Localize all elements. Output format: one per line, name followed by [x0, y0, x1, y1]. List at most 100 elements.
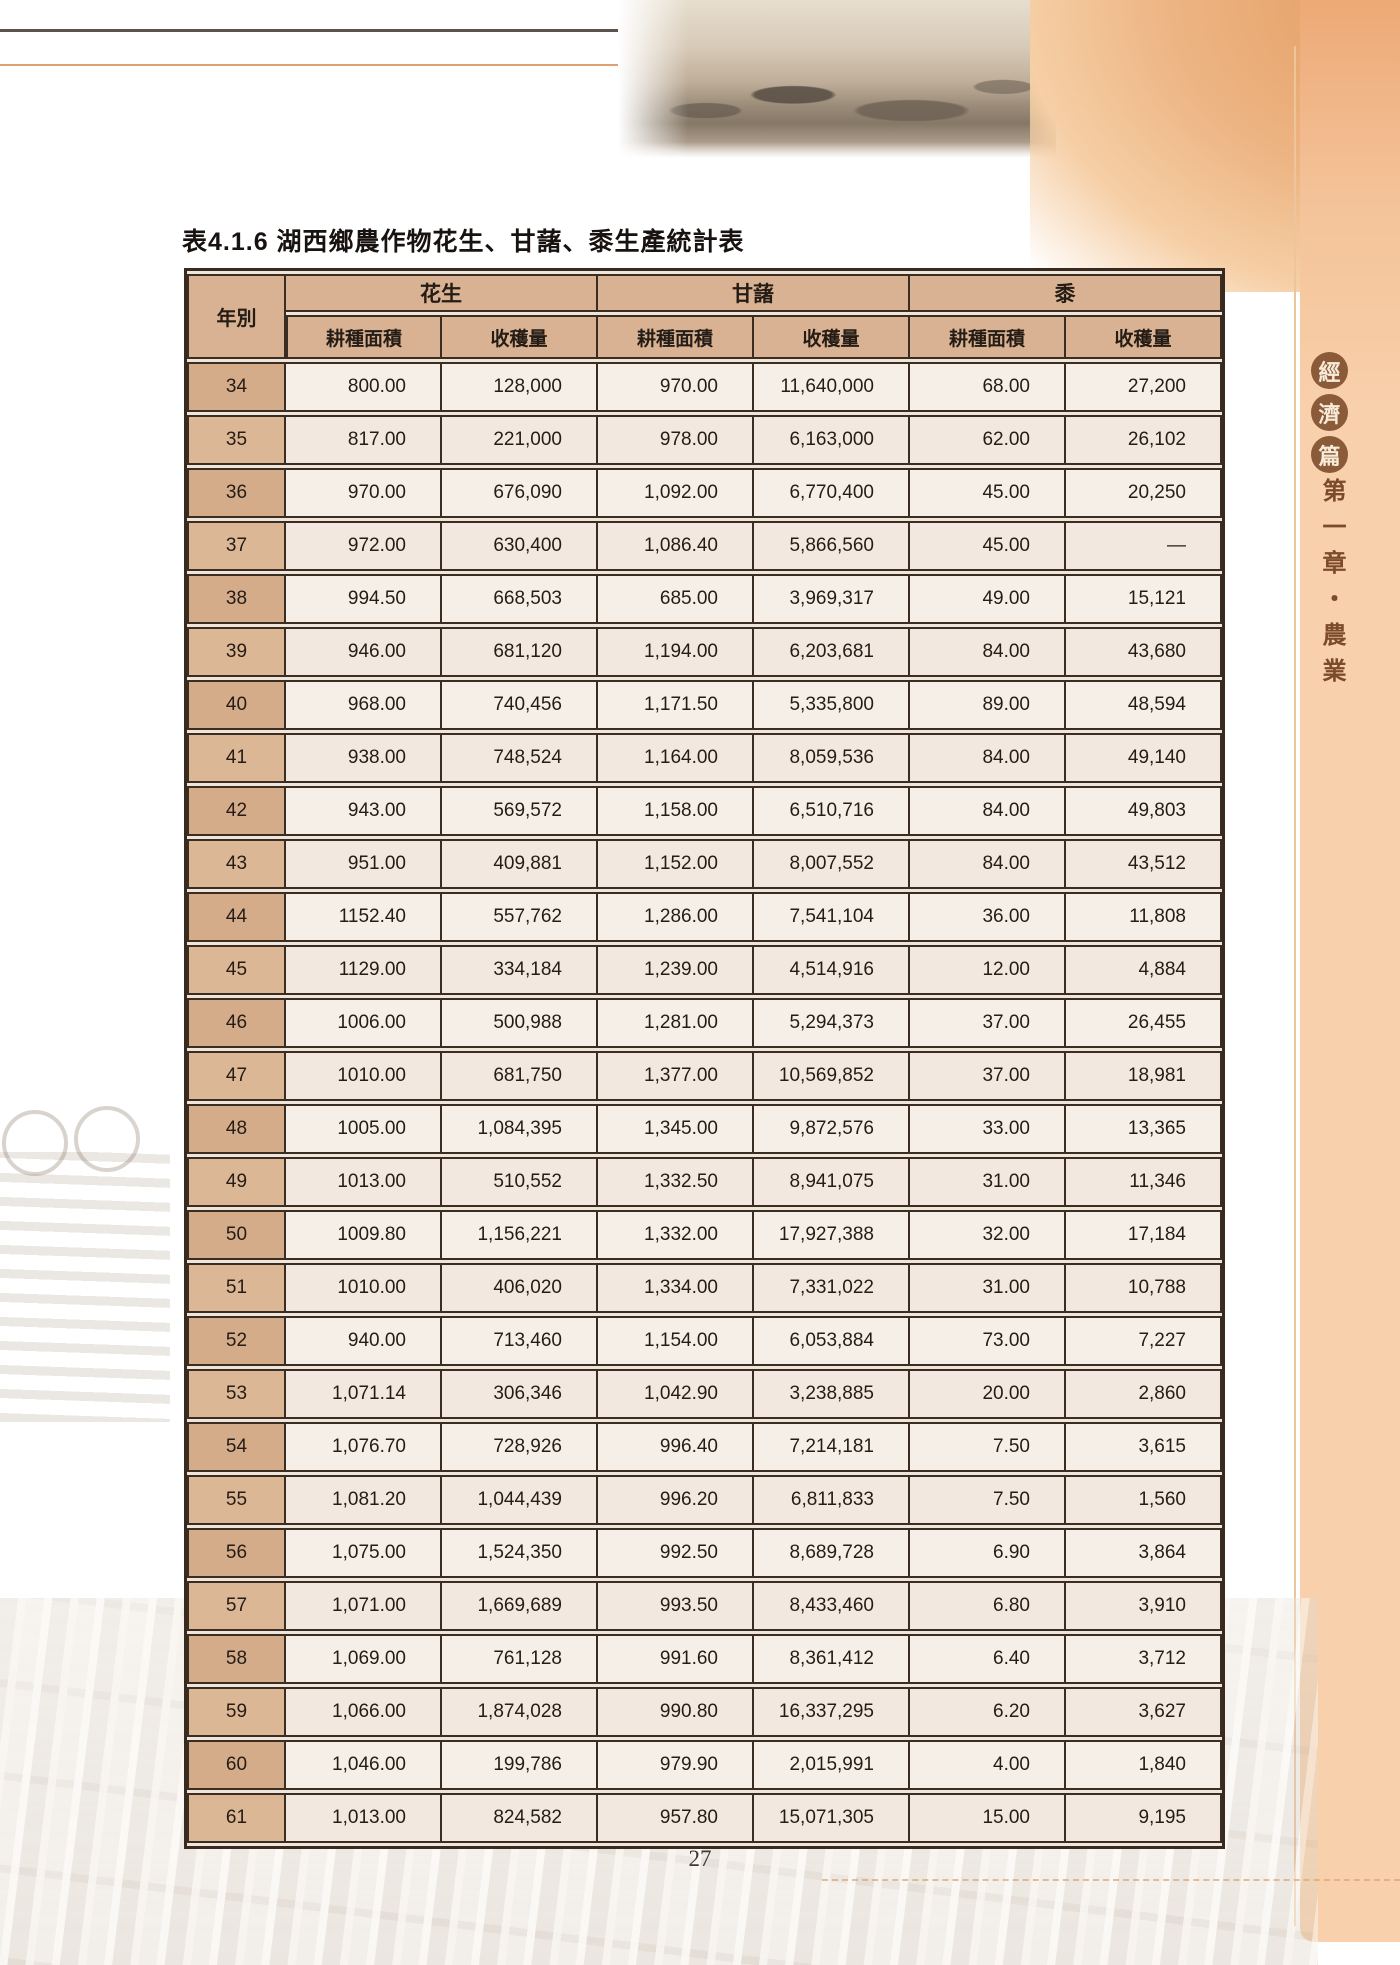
value-cell: 996.20: [598, 1475, 754, 1525]
value-cell: 3,615: [1066, 1422, 1222, 1472]
value-cell: 1010.00: [286, 1051, 442, 1101]
value-cell: 32.00: [910, 1210, 1066, 1260]
year-cell: 48: [187, 1104, 286, 1154]
year-cell: 56: [187, 1528, 286, 1578]
value-cell: 45.00: [910, 521, 1066, 571]
value-cell: 49.00: [910, 574, 1066, 624]
value-cell: 4,514,916: [754, 945, 910, 995]
value-cell: 9,195: [1066, 1793, 1222, 1843]
sub-header-area: 耕種面積: [286, 315, 442, 359]
value-cell: 26,102: [1066, 415, 1222, 465]
value-cell: 1,046.00: [286, 1740, 442, 1790]
value-cell: 957.80: [598, 1793, 754, 1843]
year-cell: 49: [187, 1157, 286, 1207]
year-cell: 61: [187, 1793, 286, 1843]
bicycle-wheel: [74, 1106, 140, 1172]
value-cell: 84.00: [910, 839, 1066, 889]
value-cell: 1,164.00: [598, 733, 754, 783]
sub-header-harvest: 收穫量: [1066, 315, 1222, 359]
value-cell: 13,365: [1066, 1104, 1222, 1154]
value-cell: 1,154.00: [598, 1316, 754, 1366]
year-cell: 36: [187, 468, 286, 518]
value-cell: 728,926: [442, 1422, 598, 1472]
value-cell: 990.80: [598, 1687, 754, 1737]
chapter-badge: 經 濟 篇: [1311, 352, 1348, 473]
year-cell: 42: [187, 786, 286, 836]
value-cell: 8,941,075: [754, 1157, 910, 1207]
value-cell: 8,689,728: [754, 1528, 910, 1578]
value-cell: 681,120: [442, 627, 598, 677]
value-cell: 45.00: [910, 468, 1066, 518]
value-cell: 221,000: [442, 415, 598, 465]
year-cell: 34: [187, 362, 286, 412]
table-row: 56 1,075.00 1,524,350 992.50 8,689,728 6.90 3,…: [187, 1528, 1222, 1578]
value-cell: 1,840: [1066, 1740, 1222, 1790]
year-cell: 39: [187, 627, 286, 677]
value-cell: 306,346: [442, 1369, 598, 1419]
value-cell: 37.00: [910, 998, 1066, 1048]
value-cell: 12.00: [910, 945, 1066, 995]
table-row: 34 800.00 128,000 970.00 11,640,000 68.00 27,2…: [187, 362, 1222, 412]
value-cell: 8,361,412: [754, 1634, 910, 1684]
table-row: 57 1,071.00 1,669,689 993.50 8,433,460 6.80 3,…: [187, 1581, 1222, 1631]
value-cell: 713,460: [442, 1316, 598, 1366]
value-cell: 7,541,104: [754, 892, 910, 942]
value-cell: 1,013.00: [286, 1793, 442, 1843]
bicycle-wheel: [2, 1110, 68, 1176]
page-number: 27: [688, 1846, 712, 1871]
statistics-table-wrap: 年別 花生 甘藷 黍 耕種面積 收穫量 耕種面積 收穫量 耕種面積 收穫量 34…: [184, 268, 1225, 1849]
value-cell: 1,158.00: [598, 786, 754, 836]
year-cell: 51: [187, 1263, 286, 1313]
year-cell: 60: [187, 1740, 286, 1790]
value-cell: 991.60: [598, 1634, 754, 1684]
table-row: 45 1129.00 334,184 1,239.00 4,514,916 12.00 4,…: [187, 945, 1222, 995]
value-cell: 89.00: [910, 680, 1066, 730]
value-cell: 16,337,295: [754, 1687, 910, 1737]
sub-header-harvest: 收穫量: [754, 315, 910, 359]
value-cell: 9,872,576: [754, 1104, 910, 1154]
value-cell: 6.80: [910, 1581, 1066, 1631]
value-cell: 5,294,373: [754, 998, 910, 1048]
value-cell: 1,071.00: [286, 1581, 442, 1631]
value-cell: 62.00: [910, 415, 1066, 465]
value-cell: 685.00: [598, 574, 754, 624]
value-cell: 1,281.00: [598, 998, 754, 1048]
table-row: 46 1006.00 500,988 1,281.00 5,294,373 37.00 26…: [187, 998, 1222, 1048]
year-cell: 40: [187, 680, 286, 730]
year-cell: 35: [187, 415, 286, 465]
year-cell: 38: [187, 574, 286, 624]
value-cell: 994.50: [286, 574, 442, 624]
value-cell: 15,071,305: [754, 1793, 910, 1843]
table-row: 60 1,046.00 199,786 979.90 2,015,991 4.00 1,84…: [187, 1740, 1222, 1790]
value-cell: 557,762: [442, 892, 598, 942]
table-row: 44 1152.40 557,762 1,286.00 7,541,104 36.00 11…: [187, 892, 1222, 942]
value-cell: 11,808: [1066, 892, 1222, 942]
value-cell: 17,927,388: [754, 1210, 910, 1260]
value-cell: 48,594: [1066, 680, 1222, 730]
year-cell: 43: [187, 839, 286, 889]
value-cell: 996.40: [598, 1422, 754, 1472]
value-cell: 1009.80: [286, 1210, 442, 1260]
value-cell: 20,250: [1066, 468, 1222, 518]
value-cell: 824,582: [442, 1793, 598, 1843]
year-header-cell: 年別: [187, 274, 286, 359]
table-row: 36 970.00 676,090 1,092.00 6,770,400 45.00 20,…: [187, 468, 1222, 518]
table-body: 34 800.00 128,000 970.00 11,640,000 68.00 27,2…: [187, 362, 1222, 1843]
table-row: 50 1009.80 1,156,221 1,332.00 17,927,388 32.0…: [187, 1210, 1222, 1260]
value-cell: 68.00: [910, 362, 1066, 412]
value-cell: 1,092.00: [598, 468, 754, 518]
value-cell: 15.00: [910, 1793, 1066, 1843]
faded-lumber-photo: [0, 1152, 170, 1422]
value-cell: 8,433,460: [754, 1581, 910, 1631]
value-cell: 2,015,991: [754, 1740, 910, 1790]
value-cell: 37.00: [910, 1051, 1066, 1101]
value-cell: 4.00: [910, 1740, 1066, 1790]
value-cell: 4,884: [1066, 945, 1222, 995]
value-cell: 1,560: [1066, 1475, 1222, 1525]
value-cell: 128,000: [442, 362, 598, 412]
value-cell: 972.00: [286, 521, 442, 571]
top-dark-rule: [0, 29, 648, 32]
value-cell: 668,503: [442, 574, 598, 624]
year-cell: 53: [187, 1369, 286, 1419]
value-cell: 510,552: [442, 1157, 598, 1207]
